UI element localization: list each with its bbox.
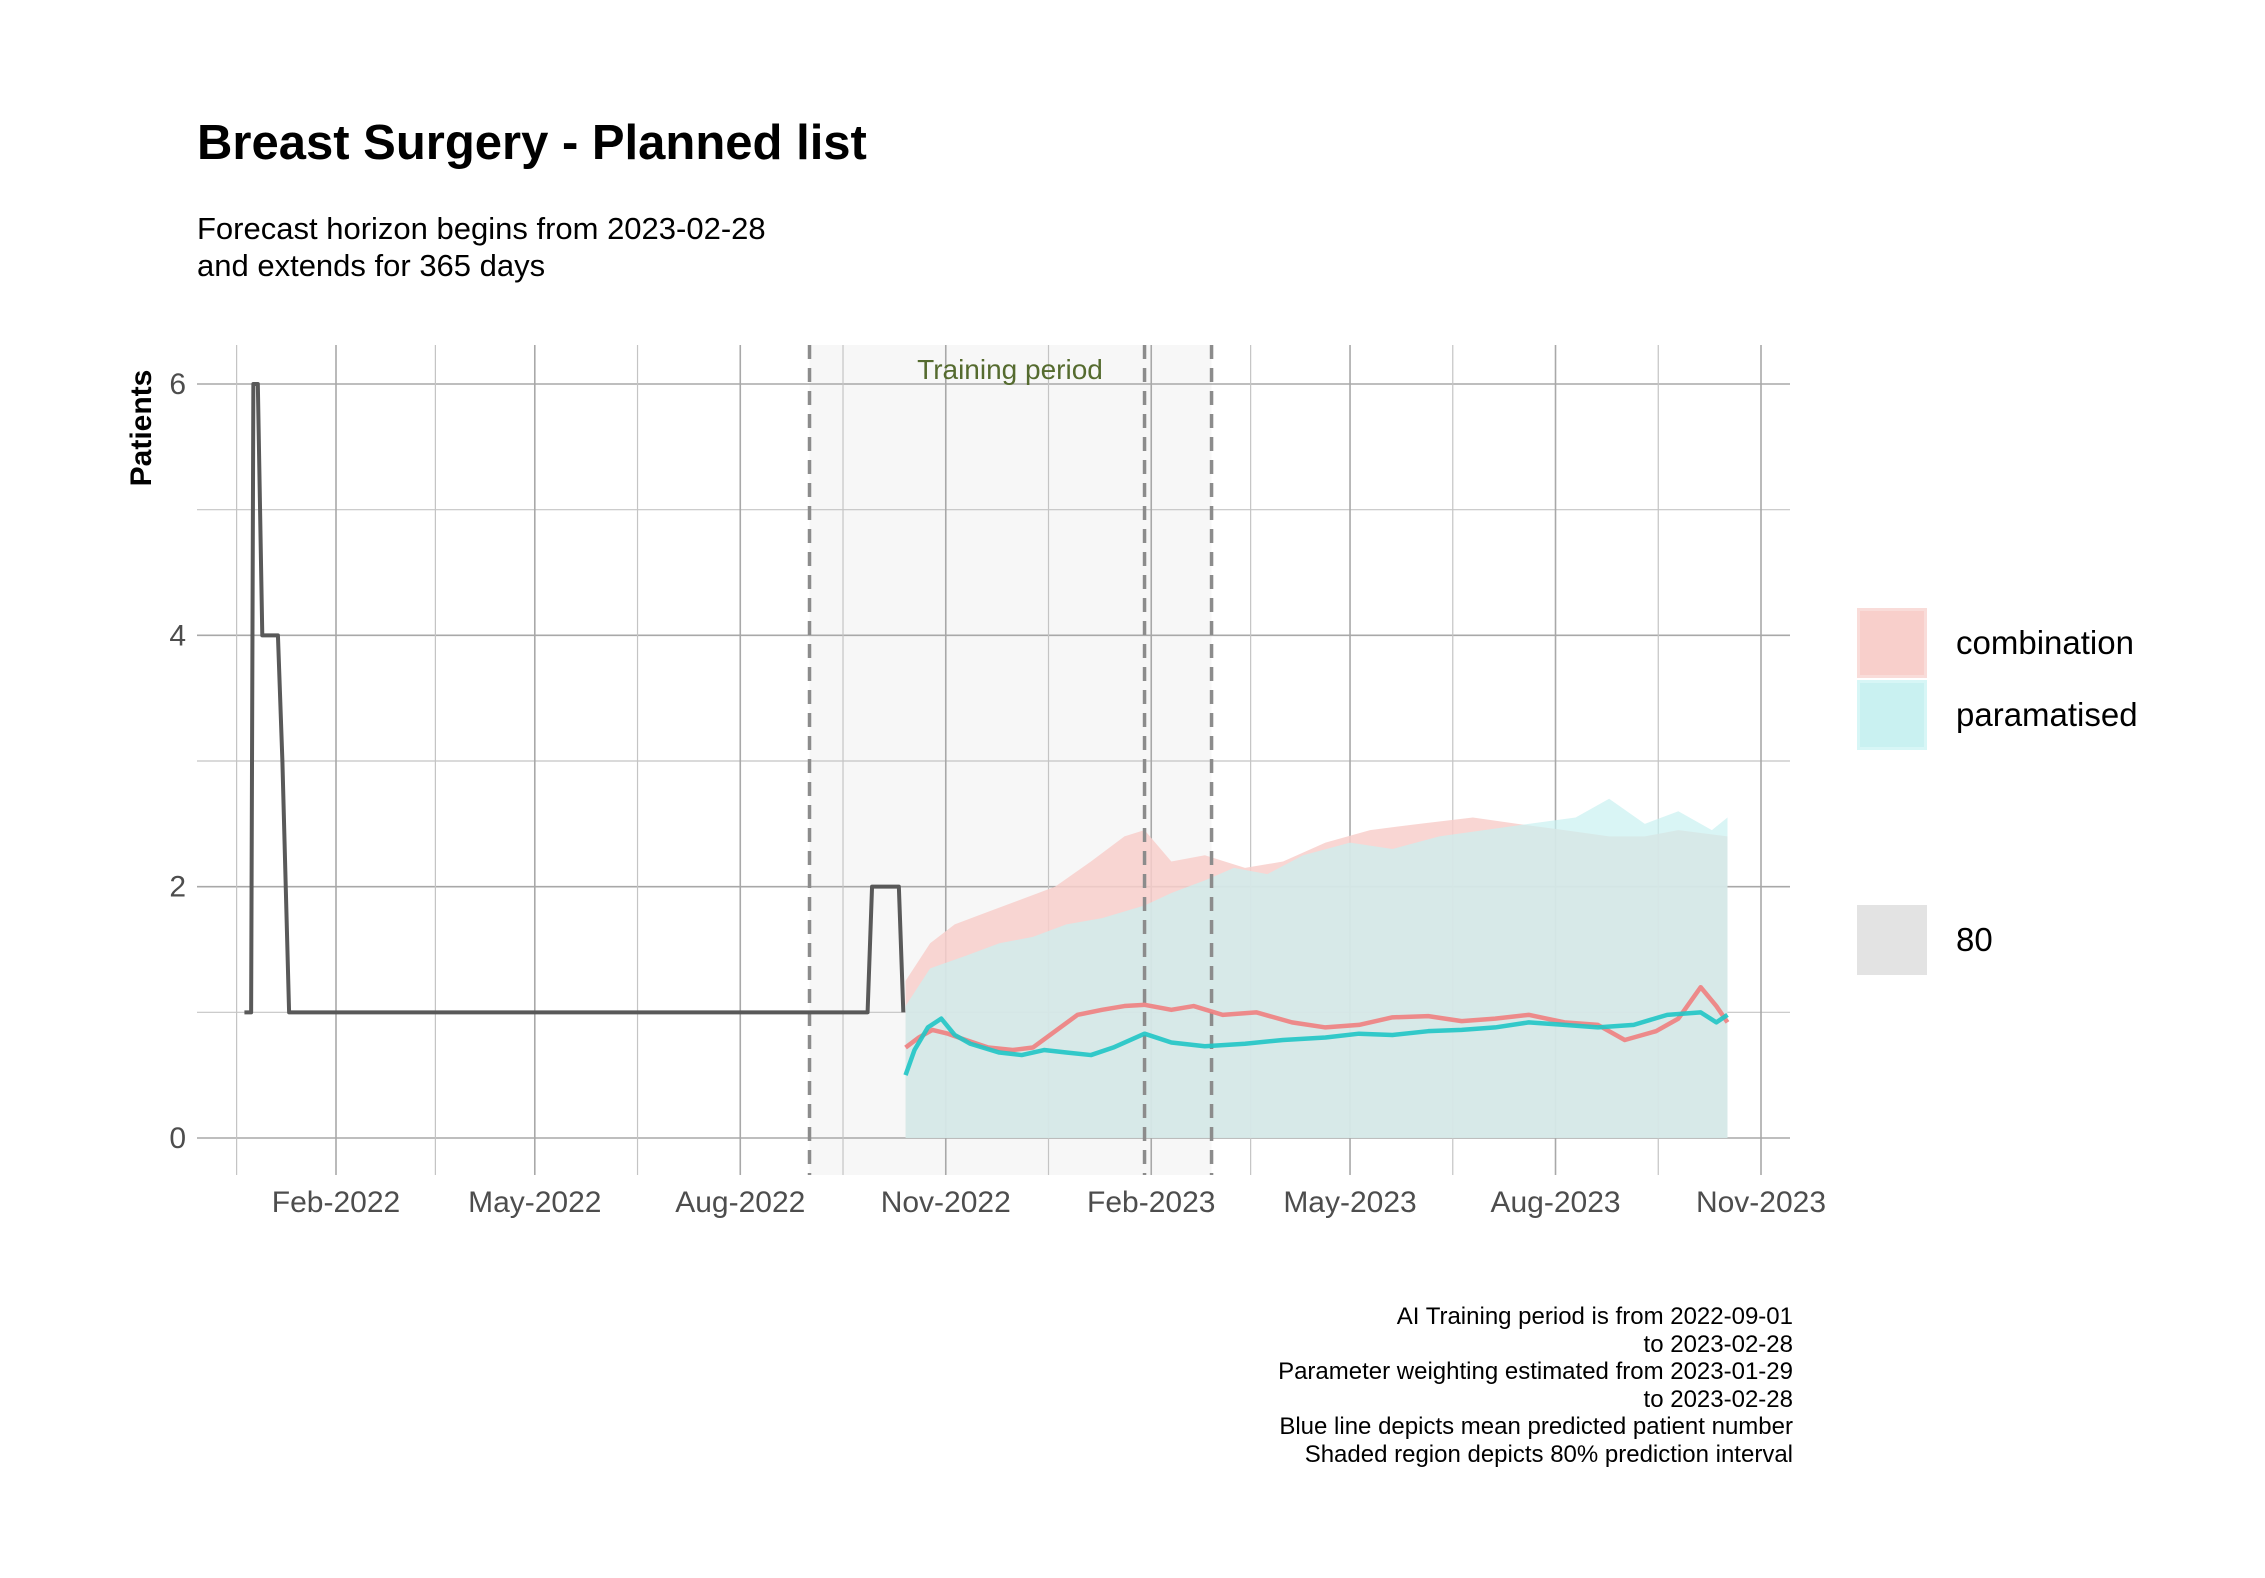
x-tick-label: Aug-2022: [675, 1186, 805, 1219]
caption-line-6: Shaded region depicts 80% prediction int…: [1304, 1440, 1793, 1468]
interval-band-paramatised: [905, 798, 1728, 1138]
caption-line-5: Blue line depicts mean predicted patient…: [1279, 1413, 1793, 1440]
caption-line-2: to 2023-02-28: [1643, 1330, 1793, 1358]
legend-swatch-paramatised: [1857, 680, 1927, 750]
x-tick-label: Nov-2022: [881, 1186, 1011, 1219]
x-tick-label: Feb-2023: [1087, 1186, 1215, 1219]
subtitle-line-1: Forecast horizon begins from 2023-02-28: [197, 211, 766, 246]
legend-label-interval: 80: [1956, 921, 1993, 958]
reference-lines: [807, 345, 1214, 1175]
chart-subtitle: Forecast horizon begins from 2023-02-28 …: [197, 210, 766, 284]
x-tick-label: Nov-2023: [1696, 1186, 1826, 1219]
y-tick-label: 0: [169, 1122, 186, 1155]
series-lines: [244, 382, 1730, 1076]
y-tick-label: 4: [169, 619, 186, 652]
x-tick-label: Feb-2022: [272, 1186, 400, 1219]
legend-item-interval[interactable]: 80: [1857, 905, 2265, 975]
y-tick-label: 6: [169, 368, 186, 401]
chart-title: Breast Surgery - Planned list: [197, 116, 867, 170]
x-tick-label: May-2023: [1283, 1186, 1416, 1219]
caption-line-4: to 2023-02-28: [1643, 1385, 1793, 1413]
x-tick-label: Aug-2023: [1490, 1186, 1620, 1219]
legend-item-paramatised[interactable]: paramatised: [1857, 680, 2265, 750]
prediction-interval-bands: [905, 798, 1728, 1138]
observed-line: [244, 382, 906, 1015]
x-tick-label: May-2022: [468, 1186, 601, 1219]
axis-ticks: 0 2 4 6 Feb-2022 May-2022 Aug-2022 Nov-2022 Feb-…: [169, 368, 1826, 1219]
legend-swatch-interval: [1857, 905, 1927, 975]
y-tick-label: 2: [169, 871, 186, 904]
mean-line-paramatised: [903, 1010, 1729, 1076]
legend-swatch-combination: [1857, 608, 1927, 678]
caption-line-1: AI Training period is from 2022-09-01: [1396, 1303, 1793, 1330]
mean-line-combination: [904, 984, 1730, 1053]
caption-line-3: Parameter weighting estimated from 2023-…: [1278, 1358, 1793, 1385]
legend-label-paramatised: paramatised: [1956, 696, 2138, 733]
legend-item-combination[interactable]: combination: [1857, 608, 2265, 678]
training-period-label: Training period: [917, 354, 1103, 385]
legend-label-combination: combination: [1956, 624, 2134, 661]
y-axis-label: Patients: [125, 370, 158, 487]
subtitle-line-2: and extends for 365 days: [197, 248, 546, 283]
chart-caption: AI Training period is from 2022-09-01 to…: [1278, 1303, 1793, 1468]
